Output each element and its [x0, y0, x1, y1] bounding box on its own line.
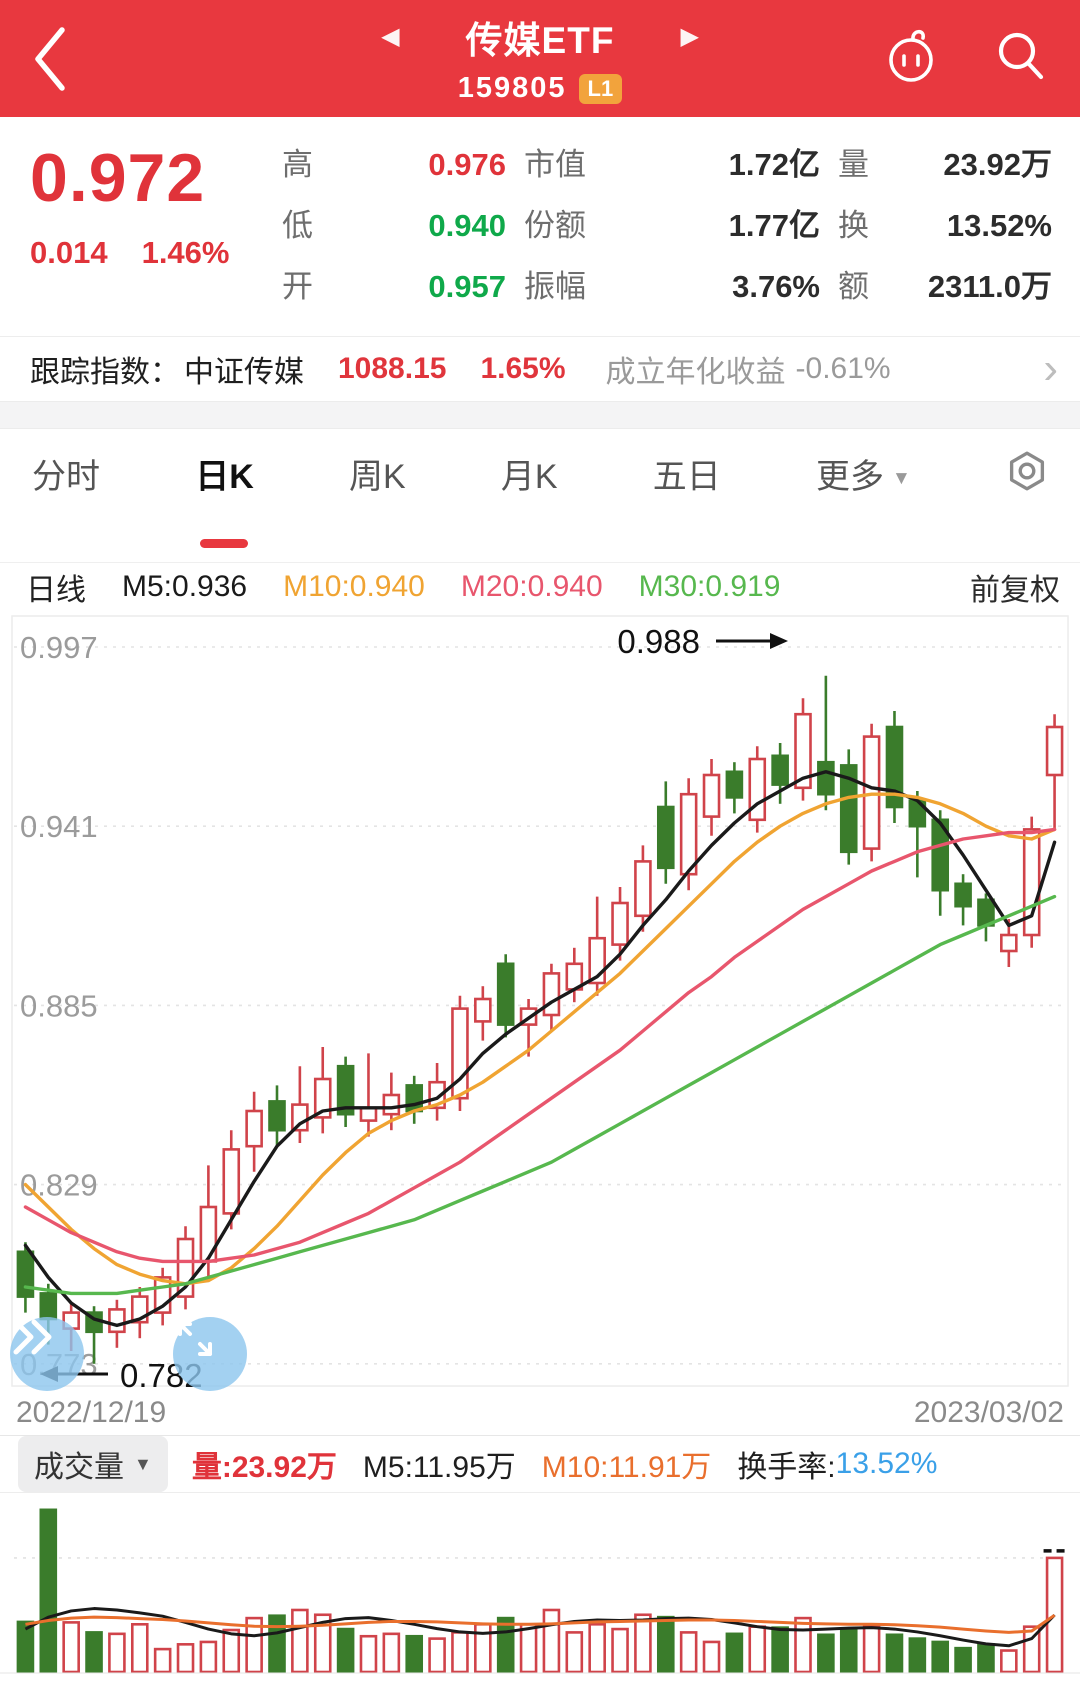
period-tabs: 分时 日K 周K 月K 五日 更多 ▼ — [0, 429, 1080, 563]
stat-mktcap-value: 1.72亿 — [728, 147, 820, 182]
search-button[interactable] — [990, 24, 1052, 91]
tracking-label: 跟踪指数： — [30, 356, 180, 389]
caret-down-icon: ▼ — [891, 468, 911, 489]
annualized-value: -0.61% — [795, 352, 891, 385]
stat-high-value: 0.976 — [428, 147, 506, 182]
tracking-index-pct: 1.65% — [480, 352, 566, 385]
tab-minute[interactable]: 分时 — [32, 458, 100, 496]
stat-amount-value: 2311.0万 — [927, 269, 1052, 304]
stat-low-value: 0.940 — [428, 208, 506, 243]
adjust-mode-label: 前复权 — [970, 574, 1060, 607]
svg-text:0.885: 0.885 — [20, 988, 98, 1023]
expand-chart-button[interactable] — [173, 1317, 247, 1391]
stat-low: 低 0.940 — [282, 206, 506, 246]
tracking-index-name: 中证传媒 — [184, 356, 304, 389]
date-range: 2022/12/19 2023/03/02 — [0, 1391, 1080, 1435]
stat-high: 高 0.976 — [282, 145, 506, 185]
period-label: 日线 — [26, 574, 86, 607]
double-chevron-right-icon — [13, 1319, 52, 1355]
chevron-right-icon: › — [1043, 344, 1058, 393]
prev-stock-button[interactable]: ◀ — [381, 23, 400, 50]
quote-panel: 0.972 0.014 1.46% 高 0.976 低 0.940 开 0.957 市… — [0, 117, 1080, 336]
annualized-label: 成立年化收益 — [605, 356, 786, 389]
turnover-label: 换手率: — [737, 1451, 836, 1484]
price-change-pct: 1.46% — [141, 235, 230, 270]
date-start: 2022/12/19 — [16, 1396, 167, 1429]
stat-amplitude: 振幅 3.76% — [524, 267, 820, 307]
volume-current: 量:23.92万 — [191, 1451, 337, 1484]
volume-header: 成交量 ▼ 量:23.92万 M5:11.95万 M10:11.91万 换手率:… — [0, 1435, 1080, 1492]
svg-text:0.941: 0.941 — [20, 809, 98, 844]
stat-amplitude-value: 3.76% — [732, 269, 820, 304]
assistant-button[interactable] — [878, 22, 944, 93]
stat-mktcap: 市值 1.72亿 — [524, 145, 820, 185]
tab-monthly-k[interactable]: 月K — [500, 458, 558, 496]
volume-ma5: M5:11.95万 — [362, 1451, 516, 1484]
svg-text:0.997: 0.997 — [20, 630, 98, 665]
tab-weekly-k[interactable]: 周K — [348, 458, 406, 496]
date-end: 2023/03/02 — [913, 1396, 1064, 1429]
svg-text:0.988: 0.988 — [617, 623, 700, 660]
stat-open-value: 0.957 — [428, 269, 506, 304]
next-stock-button[interactable]: ▶ — [680, 23, 699, 50]
volume-ma10: M10:11.91万 — [541, 1451, 712, 1484]
chart-settings-button[interactable] — [1004, 448, 1050, 499]
quote-stats: 高 0.976 低 0.940 开 0.957 市值 1.72亿 份额 1.77亿 振幅 3… — [268, 139, 1056, 336]
back-button[interactable] — [26, 14, 86, 104]
stat-volume: 量 23.92万 — [838, 145, 1052, 185]
stat-amount: 额 2311.0万 — [838, 267, 1052, 307]
tracking-index-row[interactable]: 跟踪指数： 中证传媒 1088.15 1.65% 成立年化收益 -0.61% › — [0, 336, 1080, 401]
kline-legend: 日线 M5:0.936 M10:0.940 M20:0.940 M30:0.91… — [0, 563, 1080, 611]
stock-code: 159805 — [457, 72, 567, 104]
tab-five-day[interactable]: 五日 — [652, 458, 721, 496]
stat-volume-value: 23.92万 — [943, 147, 1052, 182]
ma20-legend: M20:0.940 — [460, 570, 603, 603]
stat-turnover-value: 13.52% — [946, 208, 1052, 243]
stat-shares: 份额 1.77亿 — [524, 206, 820, 246]
search-icon — [998, 32, 1044, 80]
tab-daily-k[interactable]: 日K — [193, 443, 256, 504]
tab-more[interactable]: 更多 ▼ — [815, 458, 911, 496]
stock-title: 传媒ETF — [465, 20, 615, 61]
back-chevron-icon — [35, 27, 65, 91]
section-divider-band — [0, 401, 1080, 429]
last-price: 0.972 — [30, 140, 206, 216]
expand-arrows-icon — [178, 1322, 212, 1356]
robot-icon — [889, 29, 933, 82]
app-header: ◀ 传媒ETF ▶ 159805 L1 — [0, 0, 1080, 117]
svg-text:0.829: 0.829 — [20, 1168, 98, 1203]
caret-down-icon: ▼ — [134, 1453, 152, 1474]
turnover-value: 13.52% — [835, 1447, 938, 1480]
ma10-legend: M10:0.940 — [283, 570, 425, 603]
level-badge: L1 — [578, 73, 623, 104]
fast-forward-button[interactable] — [10, 1317, 84, 1391]
stat-shares-value: 1.77亿 — [728, 208, 820, 243]
tracking-index-value: 1088.15 — [338, 352, 447, 385]
stat-turnover: 换 13.52% — [838, 206, 1052, 246]
volume-type-dropdown[interactable]: 成交量 ▼ — [18, 1436, 168, 1492]
ma30-legend: M30:0.919 — [638, 570, 781, 603]
gear-icon — [1009, 451, 1045, 491]
stat-open: 开 0.957 — [282, 267, 506, 307]
header-title-block: ◀ 传媒ETF ▶ 159805 L1 — [0, 10, 1080, 105]
volume-chart-area[interactable] — [0, 1492, 1080, 1703]
price-change: 0.014 — [30, 235, 108, 270]
volume-chart[interactable] — [0, 1492, 1080, 1703]
ma5-legend: M5:0.936 — [122, 570, 248, 603]
